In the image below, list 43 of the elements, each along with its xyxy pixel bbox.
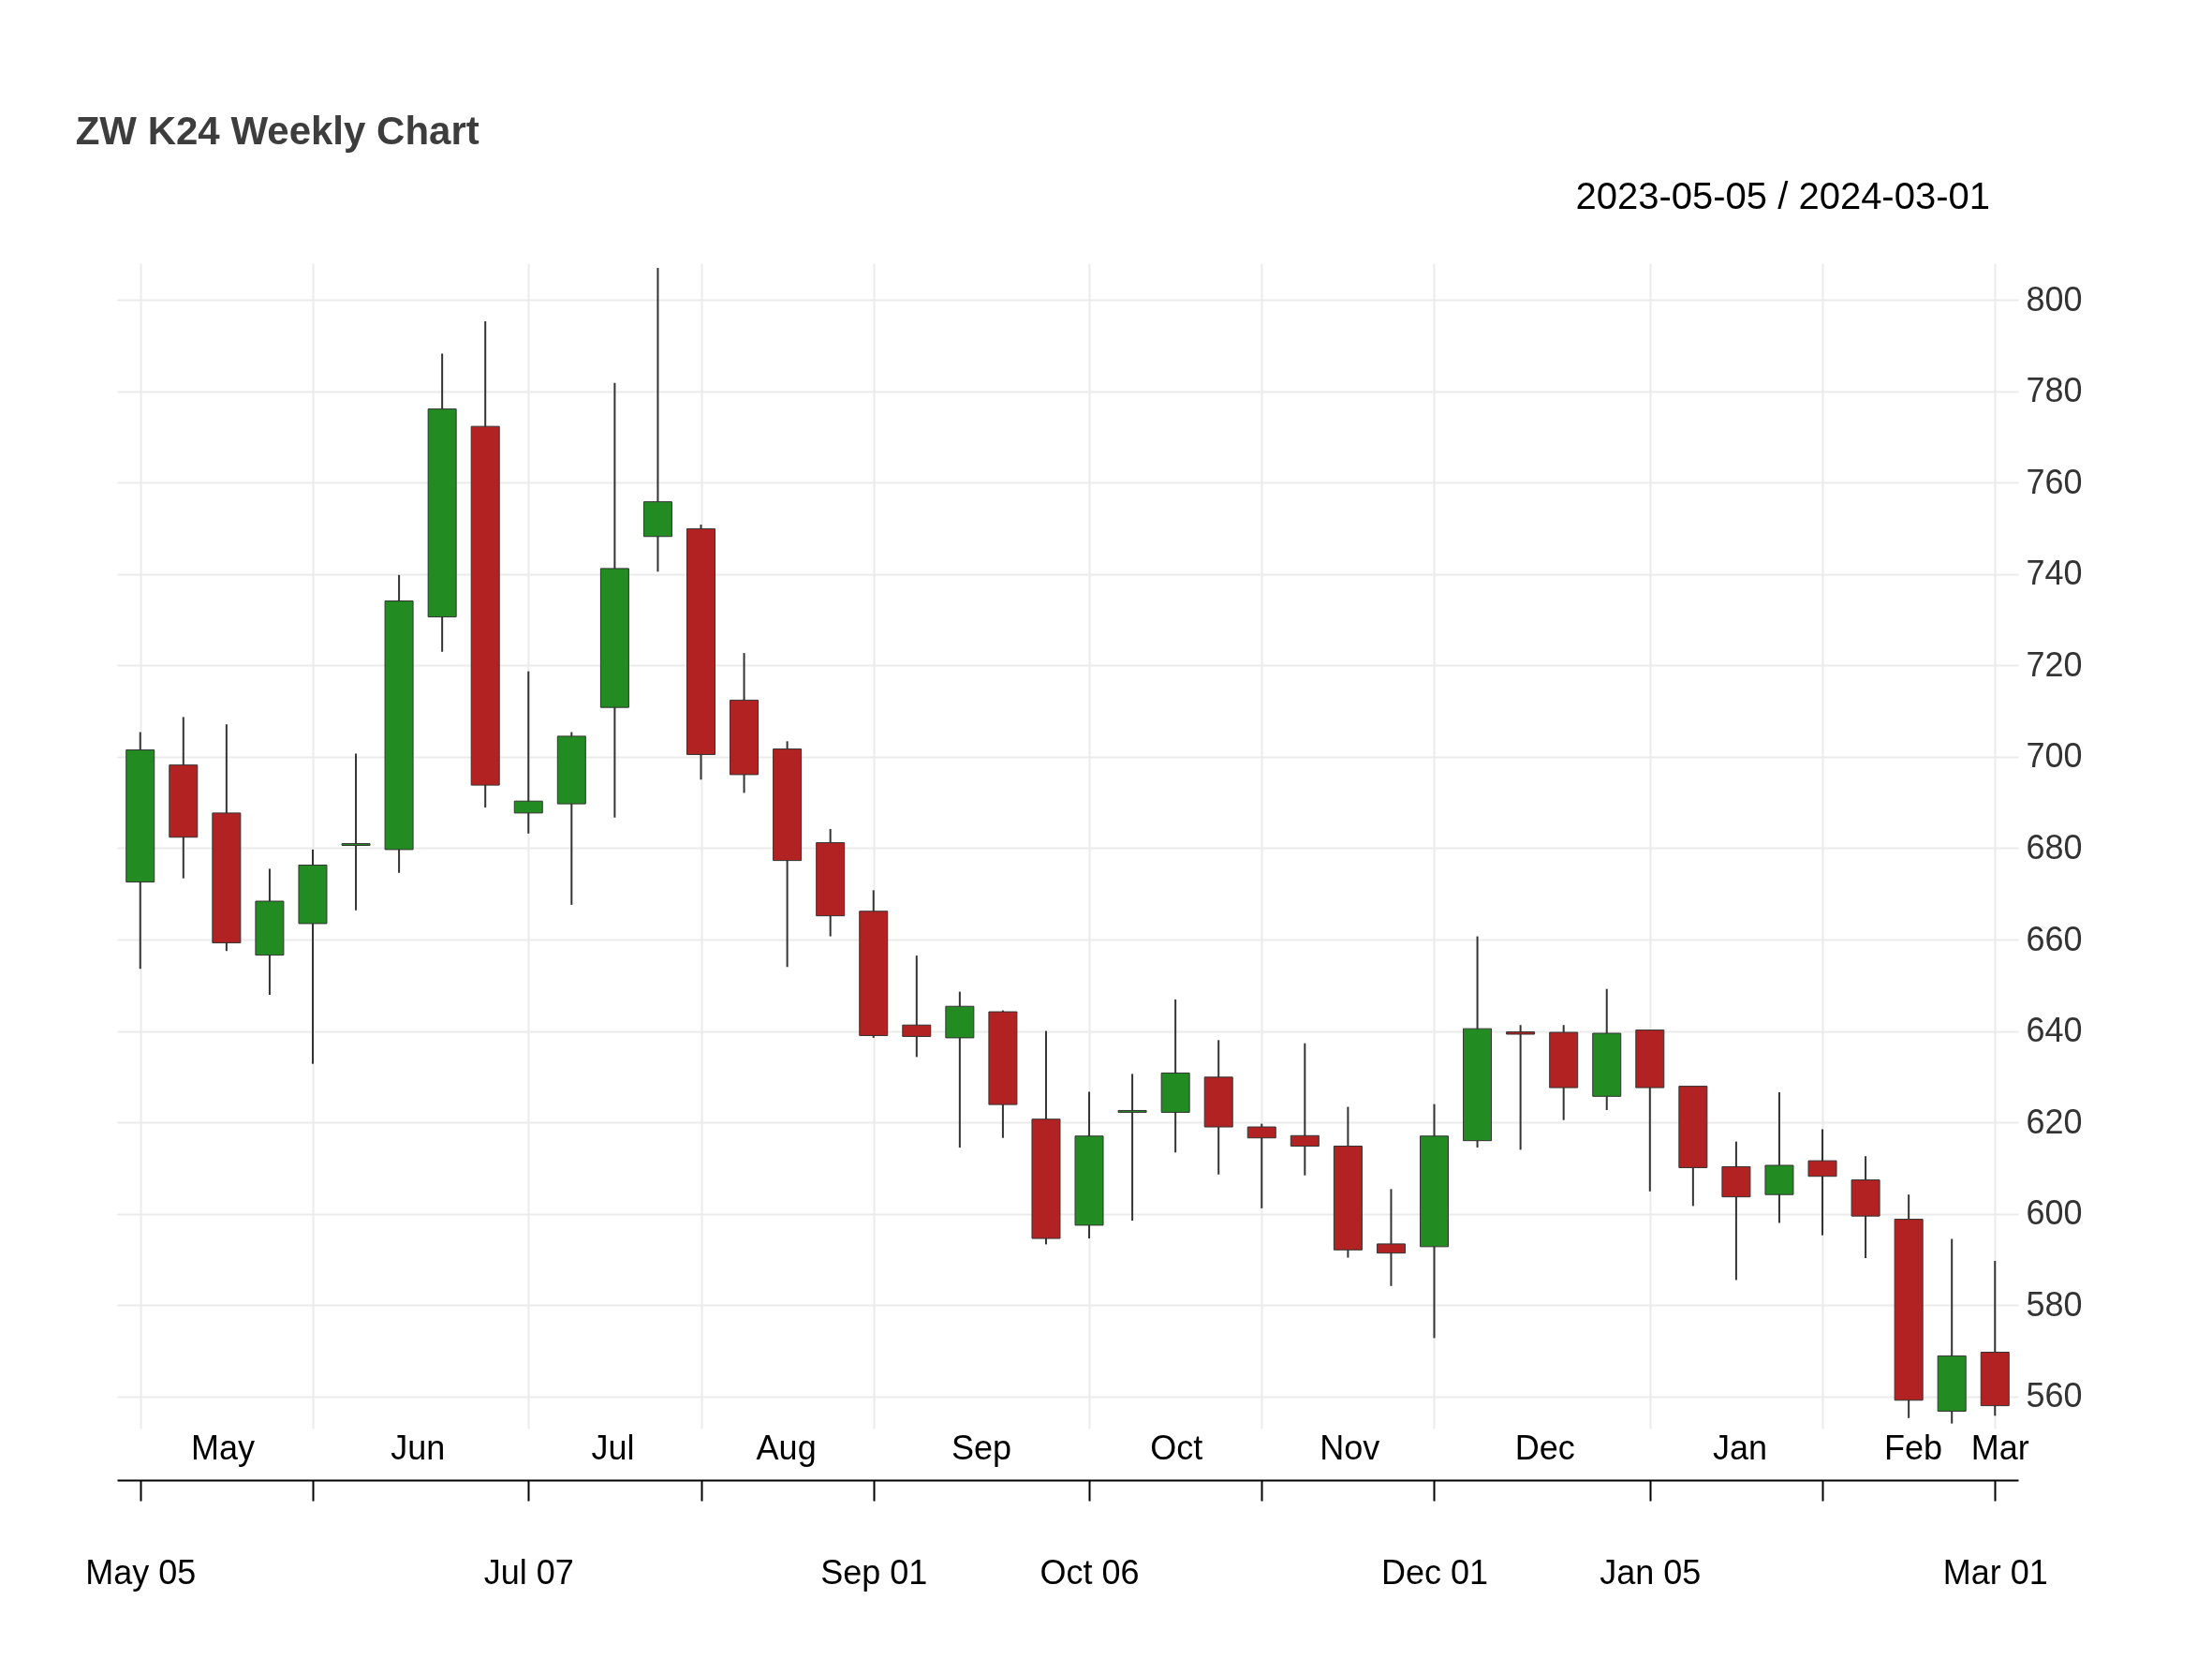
x2-tick-label: Jan — [1712, 1428, 1767, 1467]
x2-tick-label: Jul — [591, 1428, 635, 1467]
x2-tick-label: May — [190, 1428, 255, 1467]
candlestick — [513, 670, 543, 835]
candlestick — [1506, 1024, 1536, 1151]
x-tick-label: Jan 05 — [1600, 1552, 1702, 1592]
x-tick-label: May 05 — [85, 1552, 197, 1592]
y-tick-label: 680 — [2026, 827, 2083, 867]
y-tick-label: 640 — [2026, 1011, 2083, 1050]
x2-tick-label: Jun — [391, 1428, 446, 1467]
x2-tick-label: Nov — [1320, 1428, 1380, 1467]
x2-tick-label: Aug — [756, 1428, 817, 1467]
candlestick — [1290, 1042, 1320, 1177]
x2-tick-label: Sep — [951, 1428, 1011, 1467]
candlestick — [642, 266, 672, 573]
x-tick-label: Dec 01 — [1380, 1552, 1489, 1592]
x2-tick-label: Feb — [1884, 1428, 1943, 1467]
y-tick-label: 800 — [2026, 279, 2083, 318]
x-tick-label: Mar 01 — [1942, 1552, 2048, 1592]
candlestick — [1807, 1128, 1837, 1237]
y-tick-label: 780 — [2026, 371, 2083, 410]
x2-tick-label: Mar — [1970, 1428, 2029, 1467]
y-tick-label: 700 — [2026, 736, 2083, 776]
chart-subtitle: 2023-05-05 / 2024-03-01 — [1575, 175, 1990, 216]
y-tick-label: 600 — [2026, 1193, 2083, 1233]
x2-tick-label: Oct — [1150, 1428, 1203, 1467]
y-tick-label: 760 — [2026, 462, 2083, 501]
y-tick-label: 620 — [2026, 1102, 2083, 1141]
x-tick-label: Jul 07 — [483, 1552, 574, 1592]
candlestick — [902, 955, 932, 1059]
candlestick — [341, 752, 371, 911]
x-tick-label: Sep 01 — [820, 1552, 928, 1592]
y-tick-label: 560 — [2026, 1376, 2083, 1415]
y-tick-label: 580 — [2026, 1284, 2083, 1324]
x2-tick-label: Dec — [1514, 1428, 1575, 1467]
candlestick — [1117, 1073, 1147, 1222]
candlestick — [1376, 1188, 1406, 1287]
y-tick-label: 720 — [2026, 644, 2083, 684]
candlestick — [1246, 1122, 1276, 1209]
y-tick-label: 660 — [2026, 919, 2083, 958]
chart-title: ZW K24 Weekly Chart — [75, 109, 479, 153]
x-tick-label: Oct 06 — [1040, 1552, 1140, 1592]
y-tick-label: 740 — [2026, 554, 2083, 593]
